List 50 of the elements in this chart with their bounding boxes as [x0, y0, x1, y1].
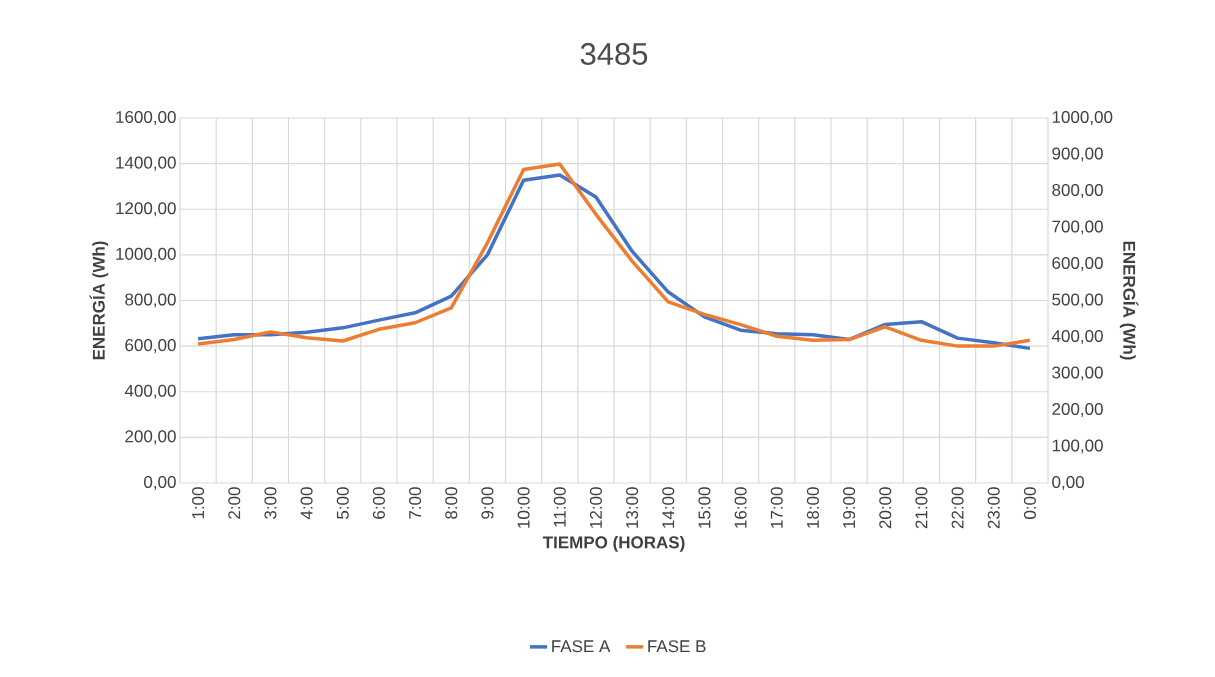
x-tick-label: 16:00	[734, 487, 747, 528]
y-tick-label: 1400,00	[116, 156, 176, 171]
chart-title: 3485	[580, 42, 648, 65]
x-tick-label: 17:00	[770, 487, 783, 528]
y2-tick-label: 300,00	[1052, 366, 1103, 381]
x-tick-label: 14:00	[662, 487, 675, 528]
y2-tick-label: 900,00	[1052, 147, 1103, 162]
y2-tick-label: 800,00	[1052, 183, 1103, 199]
x-axis-title: TIEMPO (HORAS)	[542, 535, 685, 552]
y-tick-label: 1600,00	[116, 110, 176, 126]
x-tick-label: 6:00	[372, 487, 385, 519]
y-tick-label: 0,00	[144, 475, 176, 491]
x-tick-label: 5:00	[336, 487, 349, 519]
x-tick-label: 10:00	[517, 487, 530, 528]
y-tick-label: 1200,00	[116, 202, 176, 217]
x-tick-label: 15:00	[698, 487, 711, 528]
y2-axis-title: ENERGÍA (Wh)	[1119, 241, 1139, 360]
y-tick-label: 200,00	[125, 430, 176, 445]
y2-tick-label: 500,00	[1052, 293, 1103, 308]
y-axis-title: ENERGÍA (Wh)	[89, 241, 109, 360]
x-tick-label: 4:00	[300, 487, 313, 520]
x-tick-label: 7:00	[409, 487, 422, 519]
x-tick-label: 18:00	[806, 487, 819, 528]
x-tick-label: 20:00	[879, 487, 892, 529]
x-tick-label: 2:00	[228, 487, 241, 519]
y-tick-label: 1000,00	[116, 247, 176, 262]
x-tick-label: 9:00	[481, 487, 494, 519]
x-tick-label: 21:00	[915, 487, 928, 529]
y2-tick-label: 0,00	[1052, 475, 1084, 491]
x-tick-label: 22:00	[951, 487, 964, 529]
x-tick-label: 8:00	[445, 487, 458, 519]
y2-tick-label: 600,00	[1052, 256, 1103, 272]
y2-tick-label: 200,00	[1052, 402, 1103, 418]
x-tick-label: 23:00	[987, 487, 1000, 529]
x-tick-label: 0:00	[1023, 487, 1036, 519]
x-tick-label: 11:00	[553, 487, 566, 527]
y2-tick-label: 400,00	[1051, 329, 1103, 345]
y2-tick-label: 1000,00	[1052, 110, 1113, 126]
x-tick-label: 19:00	[843, 487, 856, 528]
x-tick-label: 12:00	[589, 487, 602, 528]
legend-label: FASE A	[552, 640, 611, 653]
y-tick-label: 800,00	[125, 293, 176, 308]
y2-tick-label: 700,00	[1052, 220, 1103, 235]
x-tick-label: 3:00	[264, 487, 277, 519]
y2-tick-label: 100,00	[1052, 439, 1103, 454]
y-tick-label: 400,00	[124, 384, 176, 399]
x-tick-label: 13:00	[626, 487, 639, 528]
y-tick-label: 600,00	[125, 339, 176, 354]
legend-label: FASE B	[648, 640, 706, 653]
x-tick-label: 1:00	[192, 487, 205, 519]
